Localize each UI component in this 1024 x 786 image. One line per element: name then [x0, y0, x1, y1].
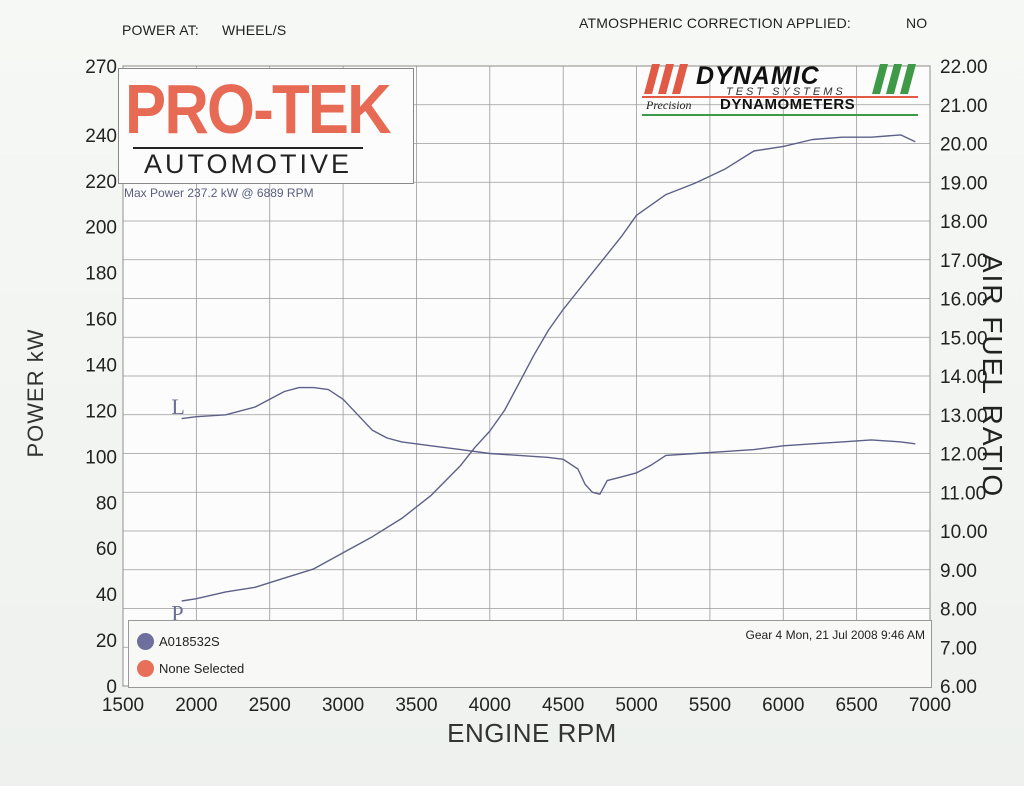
x-tick-label: 1500	[102, 695, 144, 716]
y-tick-label: 140	[85, 356, 117, 377]
dynamic-logo-subtitle: TEST SYSTEMS	[726, 86, 846, 98]
legend-run-label: A018532S	[159, 634, 220, 649]
y-tick-label: 60	[96, 539, 117, 560]
x-tick-label: 4500	[542, 695, 584, 716]
curve-annotation-letter: L	[171, 394, 184, 419]
legend-none-dot	[137, 660, 154, 677]
y-tick-label: 40	[96, 585, 117, 606]
power-curve	[181, 134, 916, 602]
x-tick-label: 3000	[322, 695, 364, 716]
x-tick-label: 6000	[762, 695, 804, 716]
y2-tick-label: 7.00	[940, 638, 977, 659]
y-tick-label: 220	[85, 172, 117, 193]
logo-stripes-green-icon	[872, 64, 916, 94]
dynamic-logo-title: DYNAMIC	[696, 62, 820, 90]
y-tick-label: 120	[85, 401, 117, 422]
y2-tick-label: 21.00	[940, 96, 988, 117]
y-tick-label: 160	[85, 310, 117, 331]
x-tick-label: 6500	[835, 695, 877, 716]
protek-logo: PRO-TEK AUTOMOTIVE	[118, 68, 414, 184]
logo-stripes-red-icon	[644, 64, 688, 94]
y-tick-label: 100	[85, 447, 117, 468]
dynamic-logo-dynamometers: DYNAMOMETERS	[720, 96, 856, 113]
y-tick-label: 270	[85, 57, 117, 78]
x-tick-label: 5000	[615, 695, 657, 716]
y2-tick-label: 13.00	[940, 406, 988, 427]
x-axis-label: ENGINE RPM	[447, 718, 617, 748]
x-tick-label: 2500	[249, 695, 291, 716]
y2-tick-label: 17.00	[940, 251, 988, 272]
y-tick-label: 80	[96, 493, 117, 514]
y2-tick-label: 19.00	[940, 173, 988, 194]
legend-run-dot	[137, 633, 154, 650]
dynamic-logo-precision: Precision	[646, 98, 692, 112]
y-tick-label: 180	[85, 264, 117, 285]
y2-tick-label: 20.00	[940, 135, 988, 156]
y-tick-label: 200	[85, 218, 117, 239]
y2-tick-label: 9.00	[940, 561, 977, 582]
x-tick-label: 5500	[689, 695, 731, 716]
y2-tick-label: 16.00	[940, 290, 988, 311]
power-at-label: POWER AT:	[122, 22, 199, 38]
protek-logo-name: PRO-TEK	[125, 70, 392, 148]
y2-tick-label: 15.00	[940, 328, 988, 349]
y2-tick-label: 14.00	[940, 367, 988, 388]
y-tick-label: 0	[106, 677, 117, 698]
atmospheric-correction-value: NO	[906, 15, 928, 31]
legend-box: A018532S None Selected Gear 4 Mon, 21 Ju…	[128, 620, 932, 688]
legend-none-label: None Selected	[159, 661, 245, 676]
y2-tick-label: 18.00	[940, 212, 988, 233]
x-tick-label: 4000	[469, 695, 511, 716]
y-axis-label: POWER kW	[23, 328, 48, 458]
y2-tick-label: 10.00	[940, 522, 988, 543]
power-at-value: WHEEL/S	[222, 22, 287, 38]
dynamic-test-systems-logo: DYNAMIC TEST SYSTEMS Precision DYNAMOMET…	[638, 62, 922, 116]
max-power-readout: Max Power 237.2 kW @ 6889 RPM	[124, 186, 314, 200]
run-gear-date: Gear 4 Mon, 21 Jul 2008 9:46 AM	[745, 628, 925, 642]
curve-annotation-letter: P	[171, 601, 183, 626]
dynamic-logo-banner: Precision DYNAMOMETERS	[642, 96, 918, 116]
x-tick-label: 3500	[395, 695, 437, 716]
y2-tick-label: 6.00	[940, 677, 977, 698]
x-tick-label: 7000	[909, 695, 951, 716]
y2-axis-label: AIR FUEL RATIO	[977, 253, 1008, 499]
atmospheric-correction-label: ATMOSPHERIC CORRECTION APPLIED:	[579, 15, 851, 31]
y2-tick-label: 12.00	[940, 445, 988, 466]
x-tick-label: 2000	[175, 695, 217, 716]
y-tick-label: 20	[96, 631, 117, 652]
afr-curve	[181, 386, 916, 495]
y-tick-label: 240	[85, 126, 117, 147]
y2-tick-label: 22.00	[940, 57, 988, 78]
y2-tick-label: 8.00	[940, 600, 977, 621]
y2-tick-label: 11.00	[940, 483, 986, 504]
protek-logo-subtitle: AUTOMOTIVE	[133, 147, 363, 180]
